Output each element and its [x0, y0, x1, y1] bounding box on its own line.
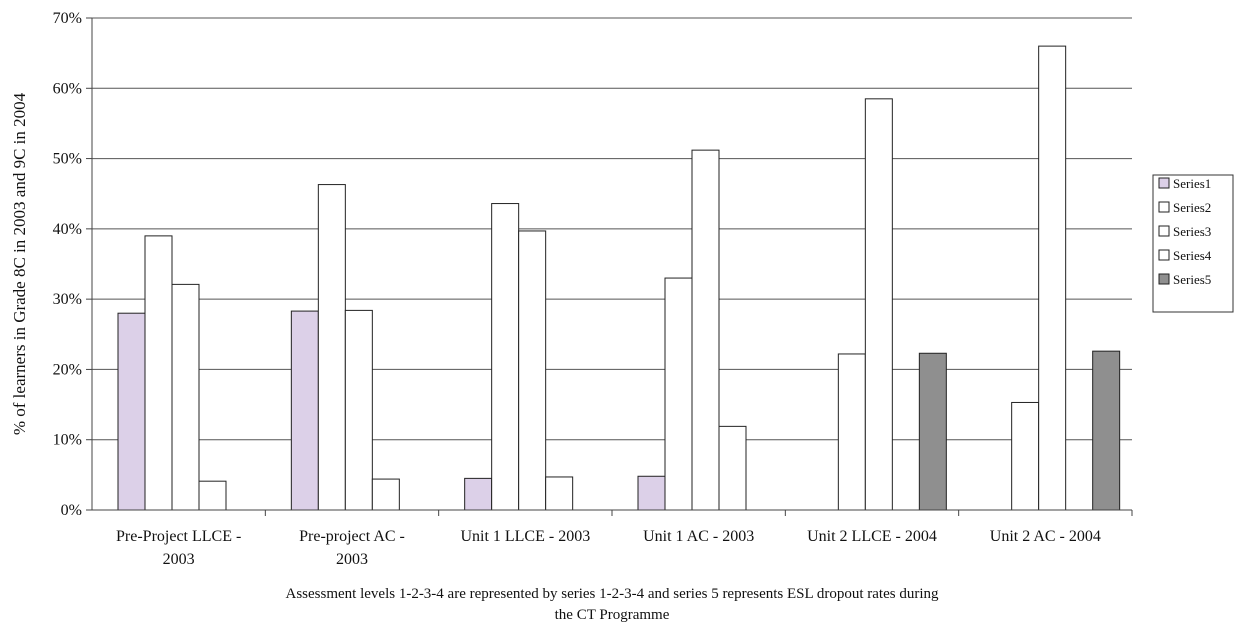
bar-series3: [691, 149, 720, 511]
x-axis-caption: Assessment levels 1-2-3-4 are represente…: [286, 586, 939, 623]
legend-label: Series3: [1173, 224, 1211, 239]
y-tick-label: 40%: [53, 221, 82, 238]
bar-series2: [837, 353, 866, 511]
category-label: Pre-project AC -: [299, 528, 405, 545]
bar-series2: [144, 235, 173, 511]
y-tick-label: 20%: [53, 361, 82, 378]
legend-label: Series4: [1173, 248, 1212, 263]
y-tick-label: 10%: [53, 432, 82, 449]
x-axis-caption-line-2: the CT Programme: [555, 607, 670, 623]
x-axis-caption-line-1: Assessment levels 1-2-3-4 are represente…: [286, 586, 939, 602]
y-axis-title: % of learners in Grade 8C in 2003 and 9C…: [10, 92, 29, 435]
bar-series1: [637, 475, 666, 511]
y-tick-label: 50%: [53, 151, 82, 168]
bar-series2: [664, 277, 693, 511]
category-label: Unit 2 LLCE - 2004: [807, 528, 937, 545]
category-label: Unit 1 AC - 2003: [643, 528, 754, 545]
bar-series1: [117, 312, 146, 511]
x-axis-category-labels: Pre-Project LLCE - 2003 Pre-project AC - 20…: [116, 510, 1133, 568]
category-label: Pre-Project LLCE -: [116, 528, 241, 545]
bar-series4: [545, 476, 574, 511]
category-label: 2003: [336, 551, 368, 568]
legend-label: Series2: [1173, 200, 1211, 215]
bar-series3: [864, 98, 893, 511]
legend-swatch: [1158, 225, 1170, 237]
bar-series3: [1038, 45, 1067, 511]
bar-series4: [198, 480, 227, 511]
y-tick-label: 60%: [53, 80, 82, 97]
bar-series2: [317, 184, 346, 511]
bar-series2: [1011, 401, 1040, 511]
legend-swatch: [1158, 249, 1170, 261]
legend-swatch: [1158, 201, 1170, 213]
legend-swatch: [1158, 177, 1170, 189]
legend-swatch: [1158, 273, 1170, 285]
category-label: Unit 1 LLCE - 2003: [460, 528, 590, 545]
bar-series1: [464, 477, 493, 511]
bar-series2: [491, 203, 520, 511]
bars: [117, 45, 1121, 511]
bar-series1: [290, 310, 319, 511]
bar-series5: [918, 352, 947, 511]
bar-series3: [344, 309, 373, 511]
bar-series3: [518, 230, 547, 511]
bar-series4: [718, 425, 747, 511]
category-label: 2003: [163, 551, 195, 568]
legend-box: [1152, 174, 1234, 313]
bar-series4: [371, 478, 400, 511]
y-axis-ticks: 0% 10% 20% 30% 40% 50% 60% 70%: [53, 10, 92, 519]
y-tick-label: 0%: [61, 502, 82, 519]
legend: Series1 Series2 Series3 Series4 Series5: [1152, 174, 1234, 313]
bar-series5: [1092, 350, 1121, 511]
legend-label: Series1: [1173, 176, 1211, 191]
category-label: Unit 2 AC - 2004: [990, 528, 1101, 545]
bar-series3: [171, 283, 200, 511]
gridlines: [92, 17, 1132, 441]
legend-label: Series5: [1173, 272, 1211, 287]
y-tick-label: 30%: [53, 291, 82, 308]
y-tick-label: 70%: [53, 10, 82, 27]
